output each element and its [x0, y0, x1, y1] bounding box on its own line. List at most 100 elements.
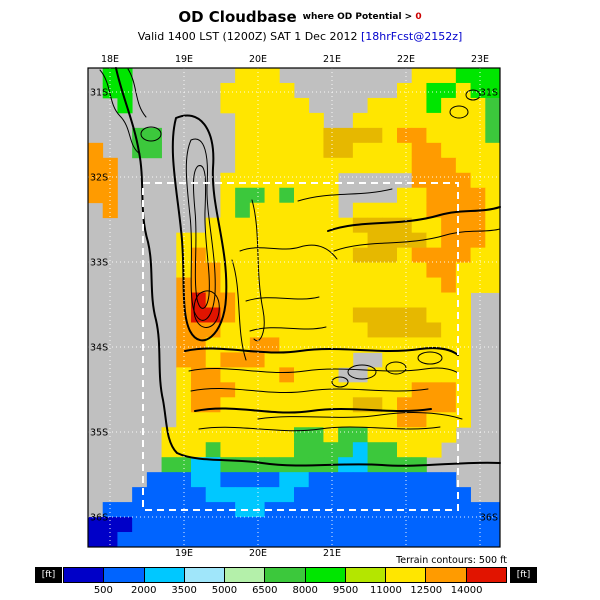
heatmap-cell: [235, 217, 251, 234]
heatmap-cell: [455, 307, 471, 323]
heatmap-cell: [485, 247, 501, 263]
heatmap-cell: [294, 232, 310, 249]
heatmap-cell: [102, 187, 118, 204]
heatmap-cell: [249, 262, 265, 278]
heatmap-cell: [397, 397, 413, 413]
heatmap-cell: [102, 82, 118, 99]
heatmap-cell: [235, 532, 251, 548]
heatmap-cell: [264, 97, 280, 114]
heatmap-cell: [352, 247, 368, 263]
heatmap-cell: [264, 292, 280, 308]
heatmap-cell: [235, 247, 251, 263]
heatmap-cell: [367, 217, 383, 234]
heatmap-cell: [264, 232, 280, 249]
heatmap-cell: [485, 217, 501, 234]
heatmap-cell: [352, 472, 368, 488]
heatmap-cell: [235, 427, 251, 443]
heatmap-cell: [191, 472, 207, 488]
heatmap-cell: [117, 532, 133, 548]
heatmap-cell: [367, 337, 383, 353]
heatmap-cell: [205, 262, 221, 278]
forecast-cycle-text: [18hrFcst@2152z]: [361, 30, 463, 43]
heatmap-cell: [264, 517, 280, 533]
heatmap-cell: [397, 382, 413, 398]
heatmap-cell: [279, 187, 295, 204]
heatmap-cell: [367, 112, 383, 129]
heatmap-cell: [382, 247, 398, 263]
heatmap-cell: [191, 307, 207, 323]
heatmap-cell: [455, 352, 471, 368]
heatmap-cell: [411, 487, 427, 503]
heatmap-cell: [264, 127, 280, 144]
heatmap-cell: [397, 502, 413, 518]
heatmap-cell: [323, 292, 339, 308]
heatmap-cell: [161, 517, 177, 533]
heatmap-cell: [308, 397, 324, 413]
terrain-contour: [140, 126, 162, 142]
heatmap-cell: [470, 247, 486, 263]
heatmap-cell: [455, 487, 471, 503]
heatmap-cell: [191, 457, 207, 473]
colorbar-segment: [225, 568, 266, 582]
heatmap-cell: [264, 112, 280, 129]
heatmap-cell: [220, 412, 236, 428]
heatmap-cell: [249, 112, 265, 129]
heatmap-cell: [455, 532, 471, 548]
heatmap-cell: [279, 127, 295, 144]
heatmap-cell: [323, 232, 339, 249]
heatmap-cell: [411, 82, 427, 99]
heatmap-cell: [279, 337, 295, 353]
heatmap-cell: [308, 322, 324, 338]
heatmap-cell: [352, 322, 368, 338]
tick-label-top: 18E: [101, 54, 119, 65]
heatmap-cell: [294, 127, 310, 144]
heatmap-cell: [470, 172, 486, 189]
heatmap-cell: [235, 412, 251, 428]
heatmap-cell: [441, 532, 457, 548]
heatmap-cell: [352, 292, 368, 308]
heatmap-cell: [426, 292, 442, 308]
terrain-contour: [331, 376, 349, 388]
heatmap-cell: [264, 532, 280, 548]
heatmap-cell: [88, 517, 104, 533]
heatmap-cell: [249, 97, 265, 114]
heatmap-cell: [308, 262, 324, 278]
heatmap-cell: [205, 487, 221, 503]
heatmap-cell: [397, 142, 413, 159]
heatmap-cell: [338, 397, 354, 413]
heatmap-cell: [308, 487, 324, 503]
heatmap-cell: [220, 532, 236, 548]
map-frame: [87, 67, 501, 548]
colorbar-label: 12500: [410, 585, 443, 596]
heatmap-cell: [176, 487, 192, 503]
heatmap-cell: [485, 142, 501, 159]
tick-label-bottom: 21E: [323, 548, 341, 559]
colorbar-label: 8000: [292, 585, 318, 596]
heatmap-cell: [426, 172, 442, 189]
heatmap-cell: [455, 517, 471, 533]
heatmap-cell: [294, 247, 310, 263]
heatmap-cell: [426, 202, 442, 219]
colorbar-segment: [386, 568, 427, 582]
heatmap-cell: [176, 307, 192, 323]
heatmap-cell: [470, 112, 486, 129]
heatmap-cell: [220, 517, 236, 533]
heatmap-cell: [264, 307, 280, 323]
heatmap-cell: [205, 457, 221, 473]
heatmap-cell: [485, 202, 501, 219]
heatmap-cell: [426, 532, 442, 548]
heatmap-cell: [220, 502, 236, 518]
heatmap-cell: [441, 187, 457, 204]
tick-label-left: 32S: [90, 173, 108, 184]
heatmap-cell: [470, 532, 486, 548]
heatmap-cell: [235, 112, 251, 129]
heatmap-cell: [367, 157, 383, 174]
heatmap-cell: [397, 97, 413, 114]
heatmap-cell: [411, 112, 427, 129]
heatmap-cell: [235, 127, 251, 144]
heatmap-cell: [323, 262, 339, 278]
heatmap-cell: [411, 262, 427, 278]
heatmap-cell: [249, 247, 265, 263]
heatmap-cell: [455, 127, 471, 144]
